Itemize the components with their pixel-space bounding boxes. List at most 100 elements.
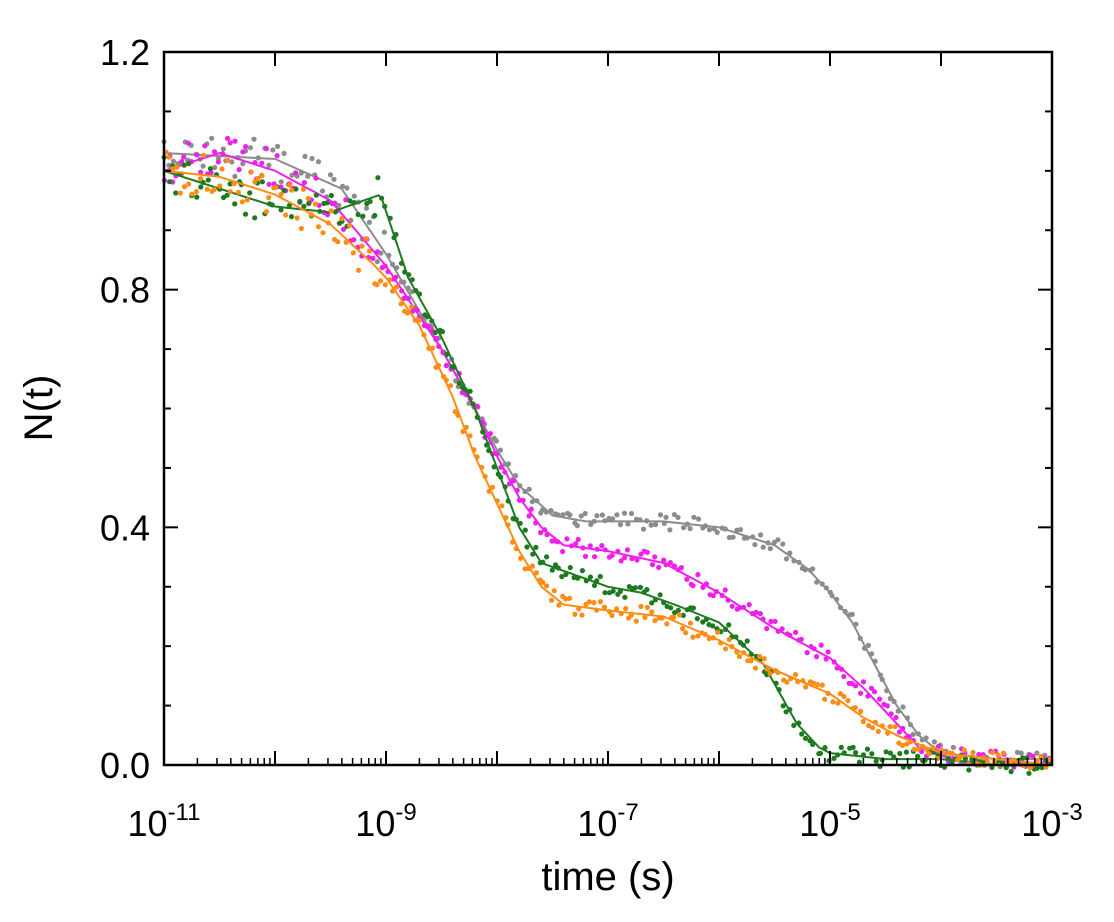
data-point-orange (822, 696, 828, 702)
data-point-orange (695, 633, 701, 639)
data-point-orange (757, 653, 763, 660)
data-point-orange (533, 570, 540, 576)
data-point-gray (775, 537, 781, 543)
data-point-green (583, 578, 589, 584)
data-point-orange (513, 546, 519, 552)
data-point-green (406, 272, 412, 278)
data-point-green (869, 751, 875, 757)
data-point-green (530, 551, 536, 557)
x-tick-base: 10 (128, 803, 168, 844)
data-point-orange (980, 755, 986, 761)
data-point-gray (849, 611, 855, 618)
data-point-green (567, 565, 573, 571)
data-point-gray (614, 512, 620, 518)
data-point-green (966, 767, 972, 773)
data-point-green (962, 756, 969, 762)
data-point-magenta (410, 308, 416, 314)
data-point-green (181, 162, 187, 168)
data-point-magenta (729, 603, 735, 609)
data-point-magenta (236, 167, 242, 173)
data-point-green (710, 623, 716, 629)
data-point-green (207, 166, 213, 172)
data-point-magenta (798, 636, 804, 643)
data-point-green (288, 214, 295, 220)
data-point-gray (730, 534, 736, 540)
data-point-gray (648, 522, 654, 528)
data-point-green (1039, 765, 1045, 771)
data-point-magenta (194, 152, 200, 158)
data-point-magenta (263, 146, 269, 152)
data-point-orange (1011, 757, 1017, 763)
data-point-magenta (487, 431, 493, 437)
data-point-green (597, 573, 603, 580)
data-point-green (579, 568, 586, 574)
data-point-orange (518, 555, 524, 562)
data-point-green (252, 215, 258, 221)
data-point-magenta (644, 549, 650, 555)
data-point-orange (671, 614, 677, 620)
data-point-orange (767, 670, 773, 677)
data-point-green (227, 181, 233, 187)
data-point-green (200, 179, 206, 185)
data-point-gray (374, 259, 380, 265)
data-point-magenta (433, 335, 439, 342)
data-point-magenta (313, 175, 319, 181)
data-point-orange (907, 739, 913, 745)
data-point-orange (430, 345, 436, 351)
data-point-magenta (834, 665, 840, 671)
series-layer (161, 135, 1053, 776)
data-point-orange (985, 759, 991, 765)
data-point-green (887, 750, 894, 756)
data-point-magenta (858, 690, 864, 696)
data-point-gray (884, 688, 890, 694)
data-point-orange (957, 755, 963, 761)
data-point-orange (166, 154, 172, 160)
data-point-orange (729, 643, 735, 650)
data-point-green (841, 750, 847, 756)
data-point-gray (829, 593, 835, 599)
data-point-orange (830, 699, 836, 705)
x-tick-base: 10 (355, 803, 395, 844)
data-point-orange (618, 610, 624, 617)
data-point-orange (835, 700, 841, 706)
data-point-orange (879, 723, 885, 729)
data-point-gray (405, 285, 411, 291)
data-point-magenta (340, 226, 347, 232)
data-point-gray (842, 608, 848, 615)
data-point-orange (814, 681, 821, 688)
data-point-green (575, 575, 581, 581)
data-point-magenta (215, 159, 221, 165)
data-point-gray (783, 556, 790, 562)
data-point-orange (298, 225, 304, 232)
data-point-orange (328, 208, 334, 214)
data-point-orange (474, 454, 480, 460)
data-point-gray (331, 176, 337, 182)
data-point-green (297, 198, 303, 205)
data-point-gray (247, 145, 253, 151)
data-point-magenta (243, 144, 249, 150)
data-point-green (367, 198, 373, 205)
data-point-magenta (746, 602, 752, 608)
data-point-green (439, 329, 445, 335)
data-point-orange (938, 747, 944, 753)
x-tick-base: 10 (799, 803, 839, 844)
data-point-magenta (652, 554, 658, 560)
data-point-green (194, 194, 200, 200)
data-point-gray (819, 581, 825, 587)
data-point-green (1020, 755, 1026, 761)
data-point-orange (551, 588, 557, 594)
data-point-gray (802, 567, 808, 573)
data-point-orange (659, 615, 665, 621)
data-point-gray (381, 229, 387, 235)
data-point-gray (1034, 750, 1040, 756)
data-point-magenta (227, 140, 233, 146)
data-point-gray (1018, 750, 1024, 756)
data-point-gray (401, 279, 407, 285)
data-point-orange (710, 635, 716, 641)
data-point-magenta (615, 548, 621, 554)
data-point-orange (761, 656, 767, 662)
data-point-orange (443, 377, 449, 383)
y-tick-label: 0.4 (100, 507, 150, 548)
data-point-magenta (667, 560, 674, 566)
data-point-green (835, 752, 841, 758)
